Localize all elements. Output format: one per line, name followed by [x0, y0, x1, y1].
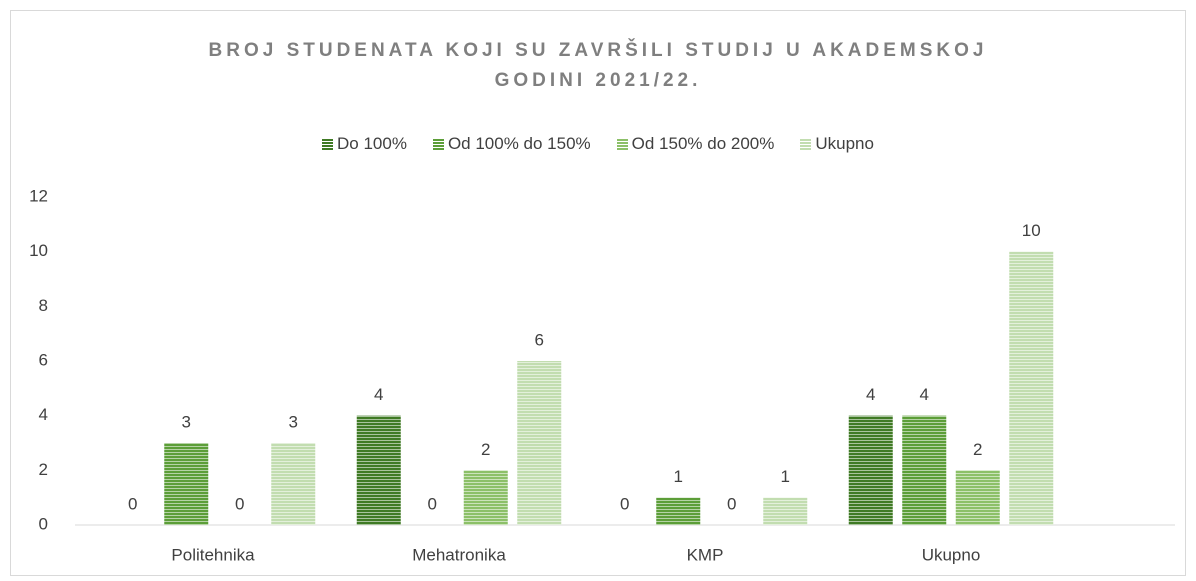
y-tick-label: 10 [29, 241, 48, 260]
data-label: 0 [620, 494, 629, 513]
data-label: 0 [727, 494, 736, 513]
data-label: 0 [235, 494, 244, 513]
y-tick-label: 2 [39, 460, 48, 479]
bar [271, 443, 316, 525]
chart-frame [10, 10, 1186, 576]
x-tick-label: KMP [687, 545, 724, 564]
legend-label: Ukupno [815, 134, 874, 153]
y-tick-label: 12 [29, 186, 48, 205]
legend-item: Od 150% do 200% [616, 134, 775, 154]
data-label: 3 [182, 412, 191, 431]
data-label: 1 [674, 467, 683, 486]
bar [517, 361, 562, 525]
y-tick-label: 8 [39, 296, 48, 315]
legend-label: Od 100% do 150% [447, 134, 591, 153]
x-tick-label: Politehnika [171, 545, 255, 564]
data-label: 1 [781, 467, 790, 486]
bar [848, 415, 893, 525]
legend-swatch [616, 138, 628, 150]
legend-label: Od 150% do 200% [631, 134, 775, 153]
bar [1009, 251, 1054, 525]
legend-swatch [322, 138, 333, 150]
legend-swatch [432, 138, 444, 150]
data-label: 4 [866, 385, 875, 404]
chart-title: BROJ STUDENATA KOJI SU ZAVRŠILI STUDIJ U… [208, 40, 988, 91]
data-label: 4 [374, 385, 383, 404]
data-label: 6 [535, 330, 544, 349]
bar [356, 415, 401, 525]
legend-item: Ukupno [800, 134, 874, 154]
legend-label: Do 100% [337, 134, 407, 153]
y-tick-label: 0 [39, 514, 48, 533]
data-label: 3 [289, 412, 298, 431]
data-label: 0 [128, 494, 137, 513]
legend: Do 100% Od 100% do 150% Od 150% do 200% Uku… [0, 134, 1196, 154]
x-tick-label: Ukupno [922, 545, 981, 564]
bar [656, 497, 701, 525]
data-label: 10 [1022, 221, 1041, 240]
y-tick-label: 6 [39, 350, 48, 369]
bar [164, 443, 209, 525]
data-label: 4 [920, 385, 929, 404]
bar [463, 470, 508, 525]
bar [902, 415, 947, 525]
data-label: 2 [973, 440, 982, 459]
data-label: 2 [481, 440, 490, 459]
legend-item: Od 100% do 150% [432, 134, 591, 154]
x-tick-label: Mehatronika [412, 545, 506, 564]
legend-swatch [800, 138, 812, 150]
data-label: 0 [428, 494, 437, 513]
legend-item: Do 100% [322, 134, 407, 154]
y-tick-label: 4 [39, 405, 48, 424]
bar [955, 470, 1000, 525]
bar [763, 497, 808, 525]
